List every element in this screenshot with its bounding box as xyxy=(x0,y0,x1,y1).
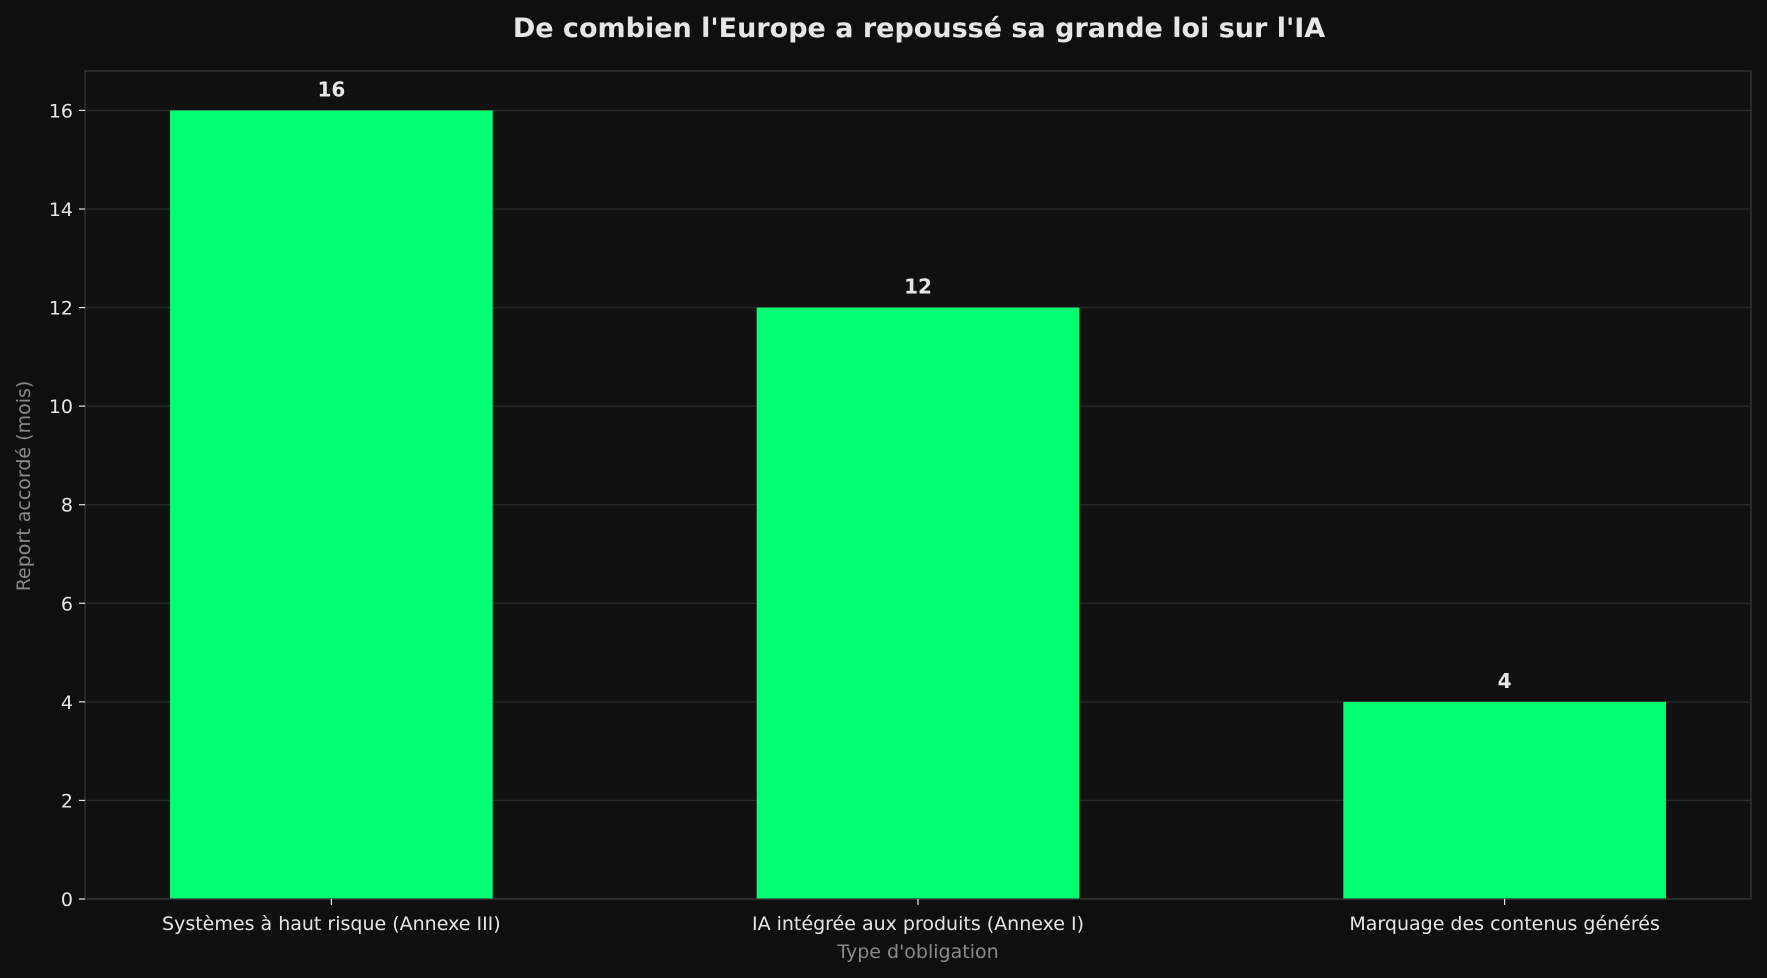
bar xyxy=(756,307,1080,900)
y-axis-label: Report accordé (mois) xyxy=(13,381,35,592)
bar-value-label: 16 xyxy=(317,77,345,101)
y-tick-label: 2 xyxy=(61,790,73,812)
x-tick-label: Systèmes à haut risque (Annexe III) xyxy=(162,913,501,935)
bar xyxy=(170,110,493,899)
y-tick-label: 6 xyxy=(61,593,73,615)
y-tick-label: 10 xyxy=(49,396,73,418)
y-tick-label: 4 xyxy=(61,692,73,714)
bar-value-label: 4 xyxy=(1498,669,1512,693)
x-tick-label: IA intégrée aux produits (Annexe I) xyxy=(752,913,1084,935)
x-tick-label: Marquage des contenus générés xyxy=(1349,913,1659,935)
x-axis-ticks: Systèmes à haut risque (Annexe III) IA in… xyxy=(162,899,1660,935)
y-tick-label: 0 xyxy=(61,889,73,911)
y-tick-label: 14 xyxy=(49,199,73,221)
bar xyxy=(1343,701,1666,899)
y-axis-ticks: 0 2 4 6 8 10 12 14 16 xyxy=(49,100,85,911)
y-tick-label: 8 xyxy=(61,495,73,517)
chart-title: De combien l'Europe a repoussé sa grande… xyxy=(513,13,1325,44)
y-tick-label: 16 xyxy=(49,100,73,122)
bar-value-label: 12 xyxy=(904,275,932,299)
bars xyxy=(170,110,1666,900)
y-tick-label: 12 xyxy=(49,298,73,320)
x-axis-label: Type d'obligation xyxy=(836,941,998,963)
data-labels: 16 12 4 xyxy=(317,77,1511,692)
